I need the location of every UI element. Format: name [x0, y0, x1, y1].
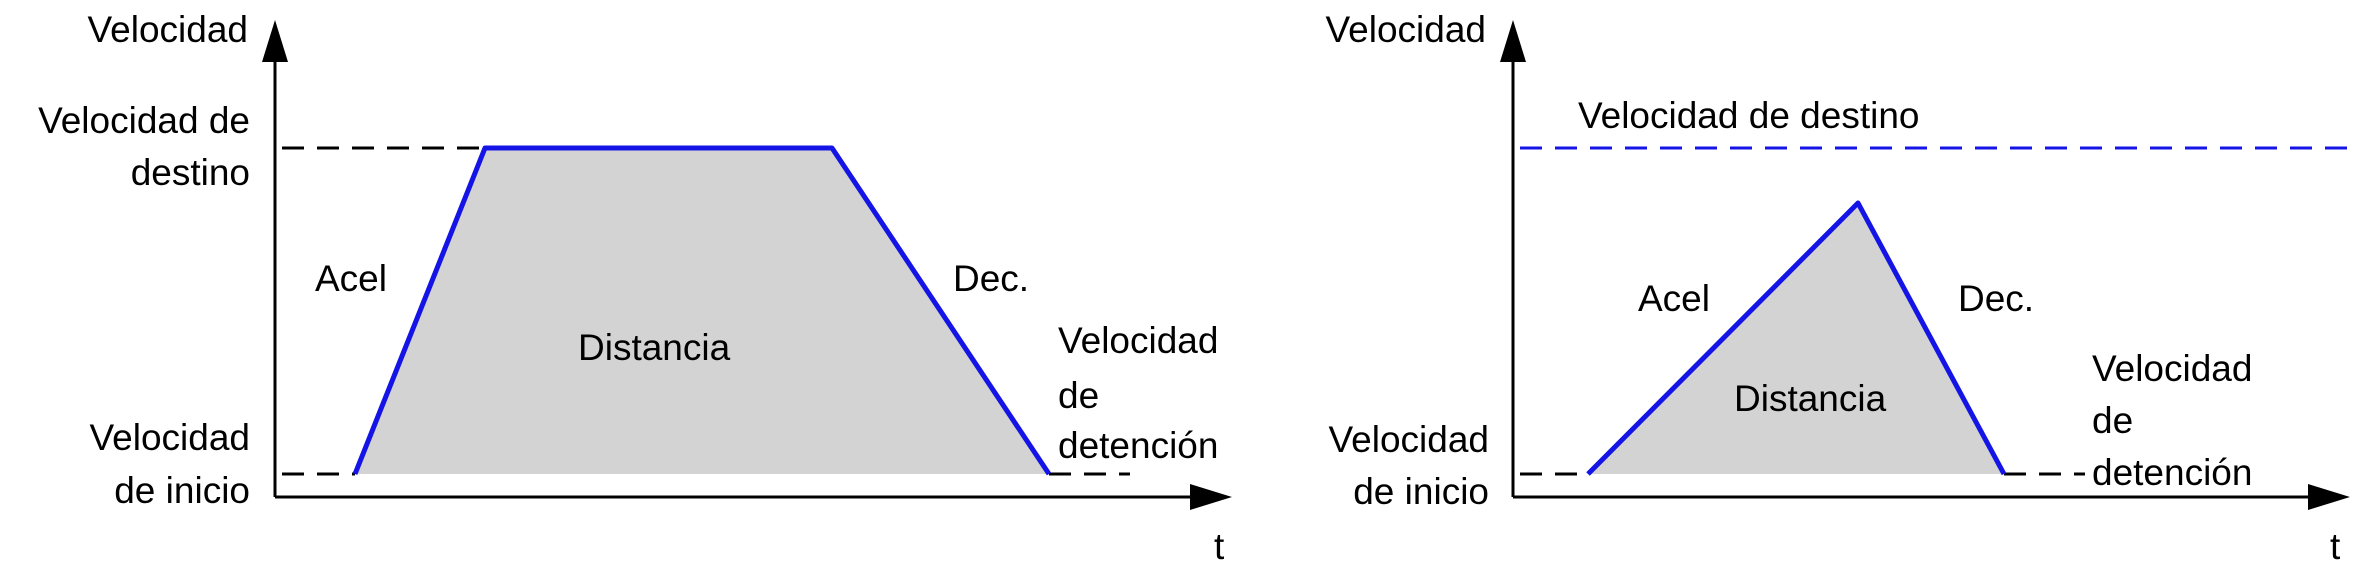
left-distance-area	[355, 148, 1049, 474]
left-area-label: Distancia	[578, 327, 731, 368]
left-diagram: Velocidad Velocidad de destino Acel Dist…	[38, 9, 1232, 567]
right-velocity-profile	[1586, 200, 2007, 476]
left-start-speed-label-line2: de inicio	[114, 470, 250, 511]
right-start-speed-label-line2: de inicio	[1353, 471, 1489, 512]
right-decel-label: Dec.	[1958, 278, 2034, 319]
left-accel-label: Acel	[315, 258, 387, 299]
left-x-axis-label: t	[1214, 526, 1225, 567]
right-target-speed-label: Velocidad de destino	[1578, 95, 1920, 136]
left-x-axis-arrow	[1190, 484, 1232, 510]
left-stop-speed-label-line1: Velocidad	[1058, 320, 1218, 361]
right-x-axis-label: t	[2330, 526, 2341, 567]
left-stop-speed-label-line2: de	[1058, 375, 1099, 416]
right-y-axis-label: Velocidad	[1326, 9, 1486, 50]
right-x-axis-arrow	[2308, 484, 2350, 510]
left-target-speed-label-line1: Velocidad de	[38, 100, 250, 141]
right-stop-speed-label-line1: Velocidad	[2092, 348, 2252, 389]
right-y-axis-arrow	[1500, 20, 1526, 62]
right-start-speed-label-line1: Velocidad	[1329, 419, 1489, 460]
left-decel-label: Dec.	[953, 258, 1029, 299]
right-diagram: Velocidad Velocidad de destino Acel Dist…	[1326, 9, 2350, 567]
right-accel-label: Acel	[1638, 278, 1710, 319]
left-target-speed-label-line2: destino	[131, 152, 250, 193]
right-area-label: Distancia	[1734, 378, 1887, 419]
left-start-speed-label-line1: Velocidad	[90, 417, 250, 458]
left-y-axis-label: Velocidad	[88, 9, 248, 50]
right-stop-speed-label-line2: de	[2092, 400, 2133, 441]
right-distance-area	[1588, 203, 2004, 474]
right-stop-speed-label-line3: detención	[2092, 452, 2252, 493]
left-stop-speed-label-line3: detención	[1058, 425, 1218, 466]
left-velocity-profile	[352, 145, 1052, 476]
left-y-axis-arrow	[262, 20, 288, 62]
